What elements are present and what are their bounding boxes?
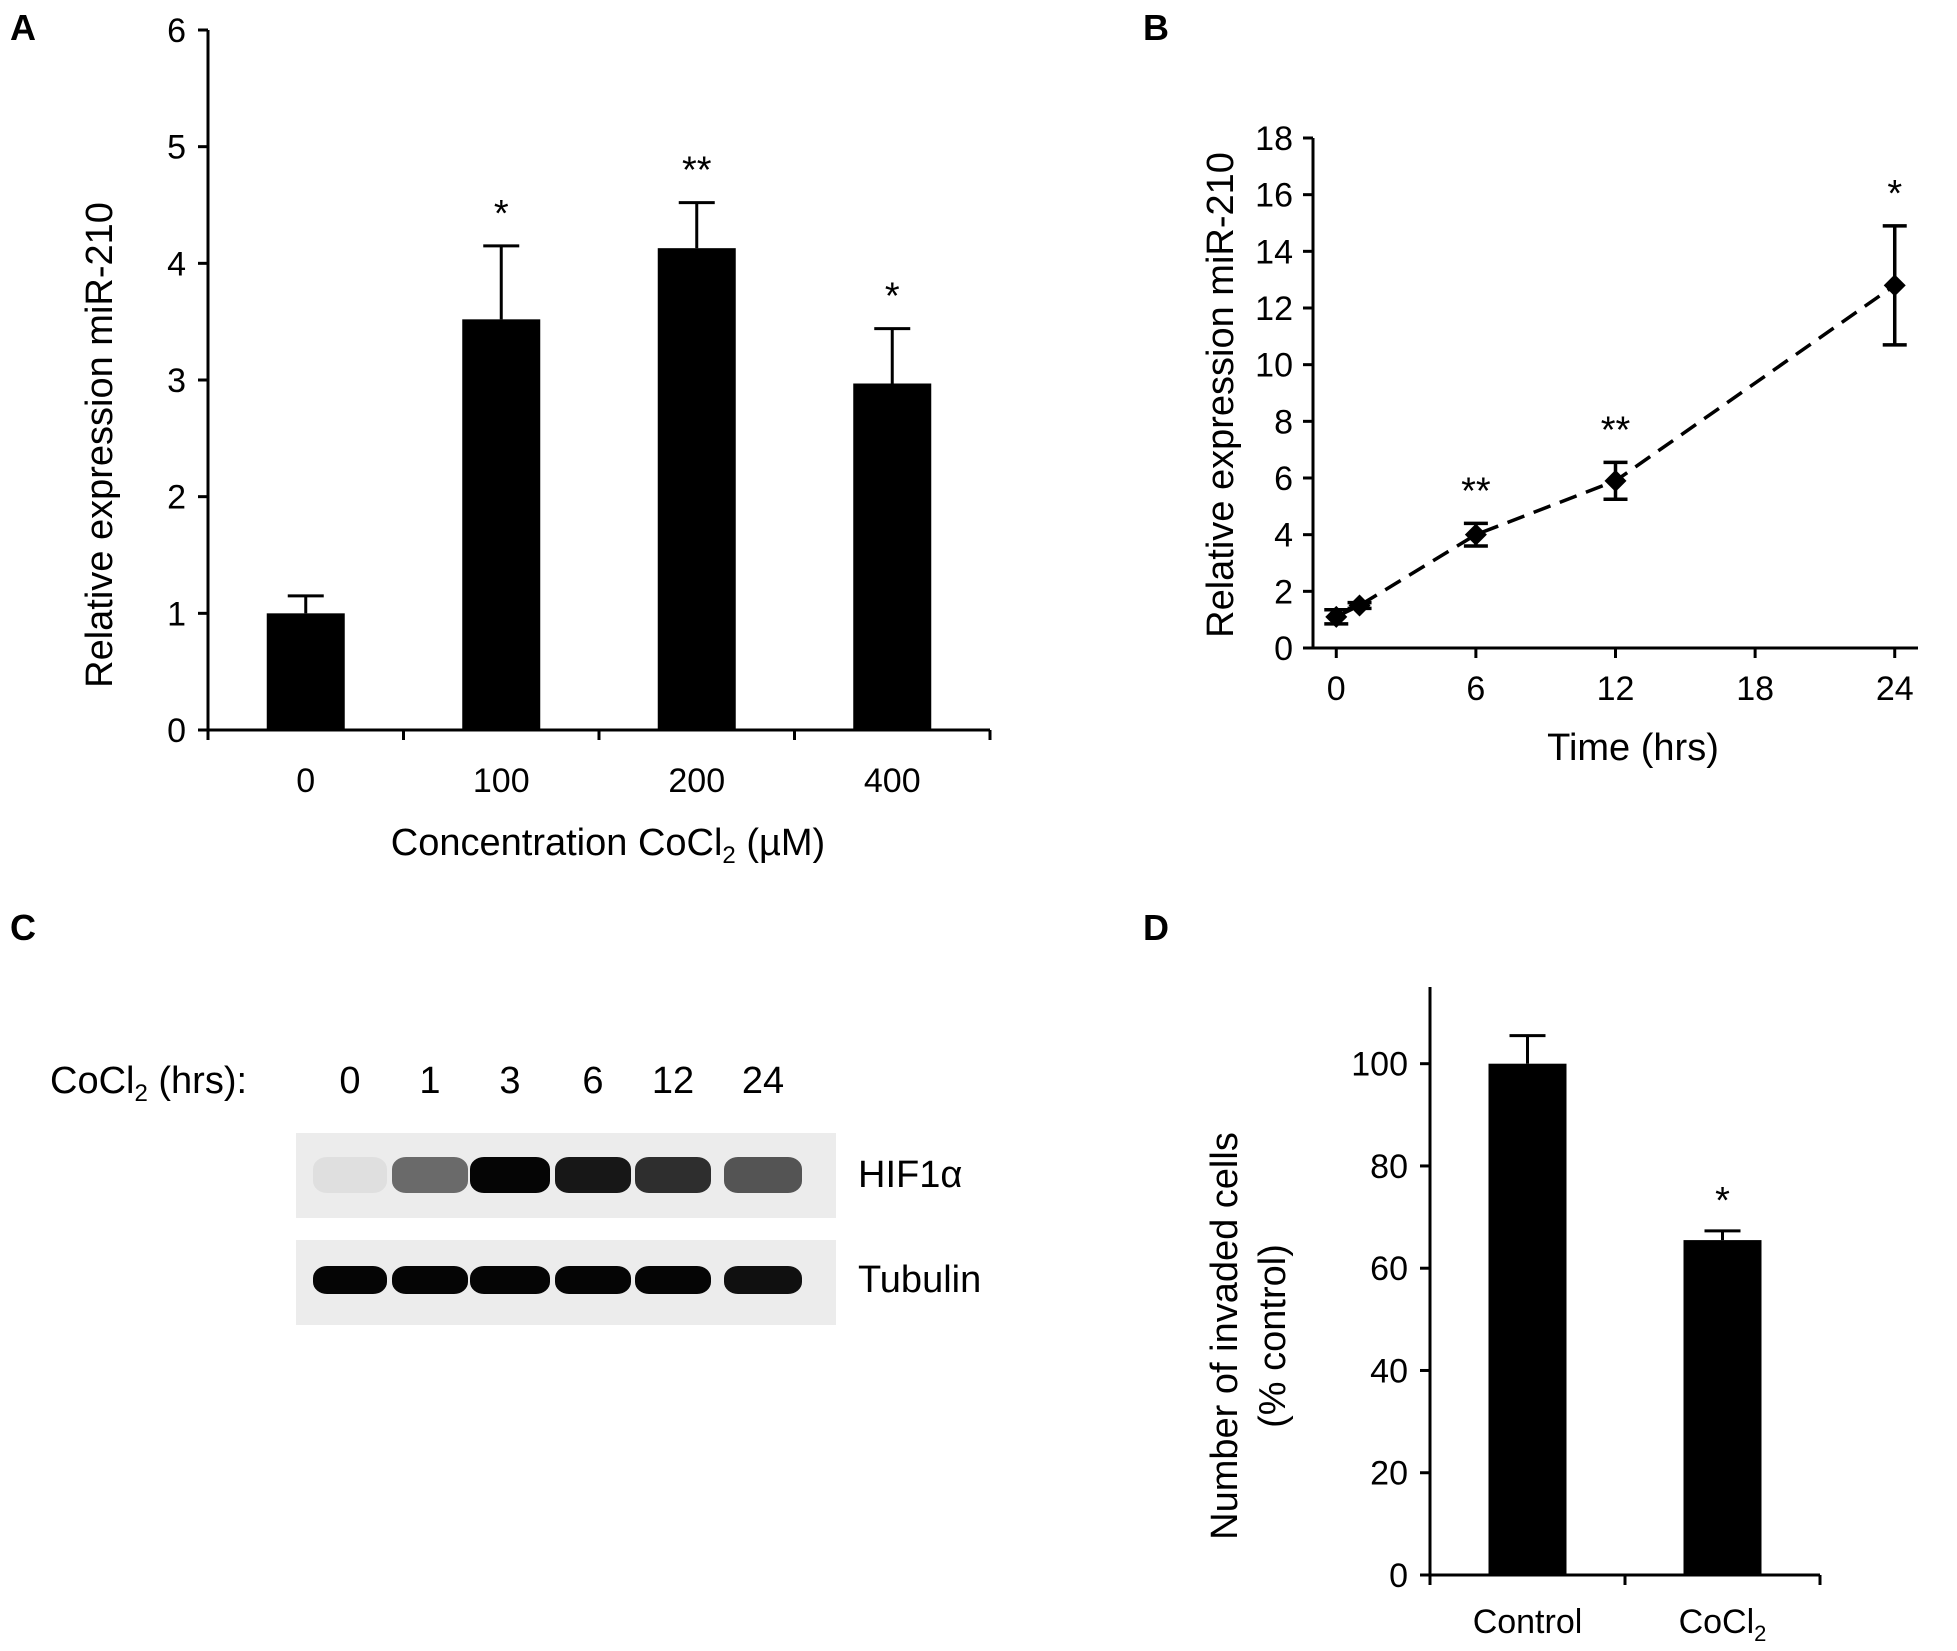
panel-a-x-tick-label: 400 [864,762,921,800]
panel-b-x-tick-label: 0 [1327,670,1346,708]
panel-a-significance-marker: * [494,193,509,235]
panel-d-y-tick-label: 80 [1370,1148,1408,1186]
blot-lane-label: 12 [652,1060,694,1102]
panel-b-y-tick-label: 2 [1274,573,1293,611]
panel-b-significance-marker: ** [1461,470,1491,512]
blot-lane-label: 6 [582,1060,603,1102]
panel-a-y-tick-label: 2 [167,479,186,517]
panel-b-y-tick-label: 4 [1274,517,1293,555]
panel-b-x-tick-label: 12 [1597,670,1635,708]
panel-d-bar [1683,1240,1762,1575]
panel-a-y-tick-label: 1 [167,595,186,633]
panel-b-x-tick-label: 24 [1876,670,1914,708]
panel-b-y-tick-label: 18 [1255,120,1293,158]
blot-header: CoCl2 (hrs): [50,1060,247,1107]
blot-band [555,1266,631,1294]
panel-d-x-tick-label-sub: 2 [1754,1621,1766,1646]
panel-a-y-axis-title: Relative expression miR-210 [79,202,121,688]
panel-a-bar [266,613,345,730]
panel-a-y-tick-label: 3 [167,362,186,400]
panel-d-x-tick-label: Control [1473,1603,1583,1641]
blot-band [555,1157,631,1193]
panel-label-b: B [1143,7,1169,48]
panel-d-y-axis-title-line2: (% control) [1252,1244,1294,1428]
panel-b-y-tick-label: 10 [1255,347,1293,385]
blot-lane-label: 24 [742,1060,784,1102]
panel-b-data-point [1883,274,1906,297]
blot-band [313,1157,387,1193]
panel-b-x-tick-label: 6 [1466,670,1485,708]
panel-a-x-axis-title: Concentration CoCl2 (µM) [391,822,825,869]
panel-label-a: A [10,7,36,48]
panel-d-bar [1488,1063,1567,1575]
panel-b-data-point [1604,469,1627,492]
panel-b-y-tick-label: 6 [1274,460,1293,498]
panel-b-y-tick-label: 12 [1255,290,1293,328]
blot-band [724,1157,802,1193]
panel-b-significance-marker: * [1887,173,1902,215]
panel-a-bar [462,319,541,730]
blot-lane-label: 1 [419,1060,440,1102]
panel-b-y-tick-label: 0 [1274,630,1293,668]
panel-a-significance-marker: ** [682,150,712,192]
blot-band [470,1157,550,1193]
panel-b-significance-marker: ** [1601,409,1631,451]
panel-d-y-tick-label: 40 [1370,1352,1408,1390]
blot-band [635,1266,711,1294]
blot-band [724,1266,802,1294]
panel-a-y-tick-label: 4 [167,245,186,283]
panel-d-bar-chart: Number of invaded cells (% control) 0 20 4… [1204,987,1822,1646]
panel-label-d: D [1143,907,1169,948]
blot-row-label: HIF1α [858,1154,962,1196]
panel-d-y-tick-label: 20 [1370,1455,1408,1493]
panel-d-y-tick-label: 0 [1389,1557,1408,1595]
blot-lane-label: 0 [339,1060,360,1102]
panel-b-y-tick-label: 14 [1255,233,1293,271]
panel-d-significance-marker: * [1715,1180,1730,1222]
panel-a-bar [853,383,932,730]
panel-a-y-tick-label: 6 [167,12,186,50]
panel-a-y-tick-label: 0 [167,712,186,750]
panel-c-western-blot: CoCl2 (hrs): 0 1 3 6 12 24 HIF1α Tubulin [50,1060,981,1325]
panel-a-x-tick-label: 100 [473,762,530,800]
panel-b-data-point [1348,594,1371,617]
panel-b-data-point [1464,523,1487,546]
panel-a-y-tick-label: 5 [167,129,186,167]
blot-band [470,1266,550,1294]
panel-d-x-tick-label-main: Control [1473,1603,1583,1641]
panel-d-x-tick-label: CoCl2 [1679,1603,1767,1646]
panel-b-data-point [1325,605,1348,628]
panel-b-y-tick-label: 8 [1274,403,1293,441]
panel-a-bar-chart: Relative expression miR-210 Concentratio… [79,12,992,869]
panel-d-y-tick-label: 100 [1351,1046,1408,1084]
blot-band [392,1266,468,1294]
panel-b-x-tick-label: 18 [1736,670,1774,708]
blot-band [635,1157,711,1193]
panel-a-significance-marker: * [885,276,900,318]
panel-a-bar [657,248,736,730]
blot-band [313,1266,387,1294]
panel-a-x-tick-label: 0 [296,762,315,800]
blot-lane-label: 3 [499,1060,520,1102]
panel-d-y-tick-label: 60 [1370,1250,1408,1288]
panel-label-c: C [10,907,36,948]
panel-b-x-axis-title: Time (hrs) [1547,727,1719,769]
panel-b-line-chart: Relative expression miR-210 Time (hrs) 0… [1200,120,1918,769]
panel-b-y-axis-title: Relative expression miR-210 [1200,152,1242,638]
panel-a-x-tick-label: 200 [668,762,725,800]
panel-d-x-tick-label-main: CoCl [1679,1603,1755,1641]
blot-band [392,1157,468,1193]
panel-b-y-tick-label: 16 [1255,177,1293,215]
panel-d-y-axis-title-line1: Number of invaded cells [1204,1132,1246,1540]
blot-row-label: Tubulin [858,1259,981,1301]
